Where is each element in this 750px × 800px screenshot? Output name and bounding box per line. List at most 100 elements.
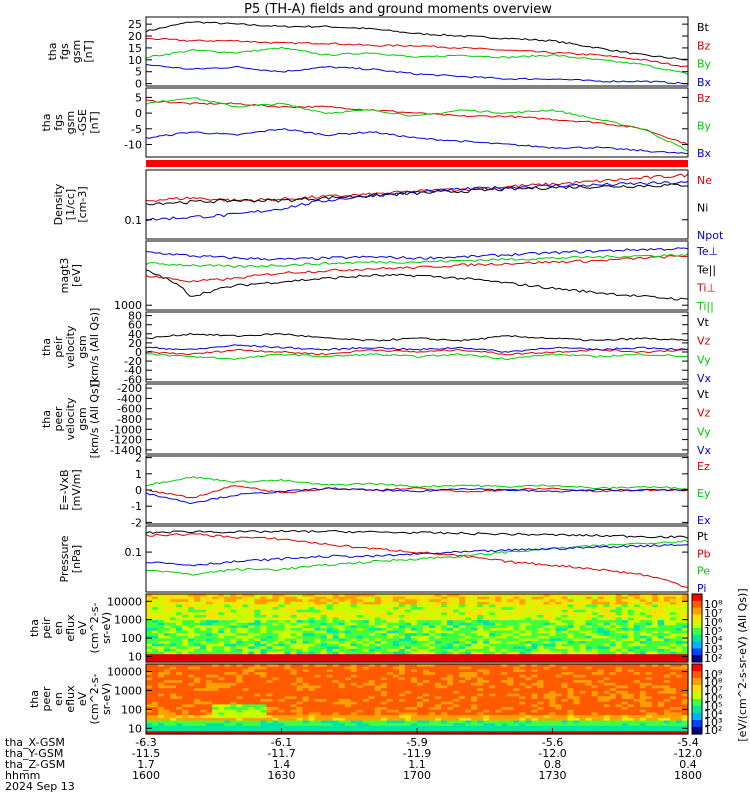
spectrogram-cell <box>356 674 364 679</box>
spectrogram-cell <box>531 648 539 653</box>
spectrogram-cell <box>182 620 189 624</box>
y-tick-label: -1200 <box>110 434 142 447</box>
spectrogram-cell <box>410 641 418 645</box>
spectrogram-cell <box>380 638 388 642</box>
spectrogram-cell <box>429 617 436 621</box>
spectrogram-cell <box>543 609 551 613</box>
spectrogram-cell <box>266 696 274 700</box>
spectrogram-cell <box>218 643 225 647</box>
spectrogram-cell <box>368 633 376 637</box>
spectrogram-cell <box>230 672 237 676</box>
spectrogram-cell <box>158 680 165 684</box>
spectrogram-cell <box>398 696 406 700</box>
spectrogram-cell <box>374 596 382 600</box>
spectrogram-cell <box>597 690 605 695</box>
spectrogram-cell <box>290 601 298 606</box>
colorbar-cell <box>692 624 702 627</box>
spectrogram-cell <box>218 664 225 668</box>
spectrogram-cell <box>266 620 274 624</box>
spectrogram-cell <box>356 609 364 613</box>
spectrogram-cell <box>182 635 189 640</box>
spectrogram-cell <box>645 696 653 700</box>
spectrogram-cell <box>176 635 183 640</box>
spectrogram-cell <box>471 654 478 658</box>
spectrogram-cell <box>561 672 569 676</box>
spectrogram-cell <box>374 685 382 689</box>
spectrogram-cell <box>429 690 436 695</box>
spectrogram-cell <box>555 648 563 653</box>
spectrogram-cell <box>621 696 629 700</box>
spectrogram-cell <box>230 709 237 714</box>
y-tick-label: 80 <box>128 310 142 323</box>
spectrogram-cell <box>320 659 328 663</box>
spectrogram-cell <box>146 672 153 676</box>
y-tick-label: 5 <box>135 91 142 104</box>
spectrogram-cell <box>513 707 520 711</box>
spectrogram-cell <box>573 654 581 658</box>
spectrogram-cell <box>350 680 358 684</box>
spectrogram-cell <box>495 609 502 613</box>
spectrogram-cell <box>657 654 665 658</box>
spectrogram-cell <box>272 607 280 611</box>
spectrogram-cell <box>543 664 551 668</box>
series-peir_velocity-Vt <box>145 332 689 342</box>
spectrogram-cell <box>645 712 653 716</box>
spectrogram-cell <box>513 617 520 621</box>
spectrogram-cell <box>374 659 382 663</box>
spectrogram-cell <box>621 723 629 727</box>
spectrogram-cell <box>236 709 243 714</box>
spectrogram-cell <box>188 696 195 700</box>
spectrogram-cell <box>621 617 629 621</box>
spectrogram-cell <box>410 654 418 658</box>
spectrogram-cell <box>525 664 533 668</box>
spectrogram-cell <box>356 651 364 655</box>
spectrogram-cell <box>266 720 274 724</box>
spectrogram-cell <box>669 656 677 660</box>
spectrogram-cell <box>567 594 575 598</box>
spectrogram-cell <box>675 704 683 708</box>
spectrogram-cell <box>212 622 219 626</box>
spectrogram-cell <box>290 688 298 692</box>
spectrogram-cell <box>435 731 442 735</box>
spectrogram-cell <box>657 609 665 613</box>
spectrogram-cell <box>591 704 599 708</box>
spectrogram-cell <box>254 704 262 708</box>
spectrogram-cell <box>266 699 274 703</box>
spectrogram-cell <box>170 656 177 660</box>
spectrogram-cell <box>200 717 207 722</box>
spectrogram-cell <box>465 704 472 708</box>
spectrogram-cell <box>537 594 545 598</box>
spectrogram-cell <box>392 669 400 673</box>
spectrogram-cell <box>675 617 683 621</box>
spectrogram-cell <box>555 669 563 673</box>
spectrogram-cell <box>663 628 671 632</box>
spectrogram-cell <box>314 664 322 668</box>
spectrogram-cell <box>332 609 340 613</box>
spectrogram-cell <box>338 728 346 732</box>
spectrogram-cell <box>567 601 575 606</box>
spectrogram-cell <box>164 712 171 716</box>
spectrogram-cell <box>465 625 472 629</box>
spectrogram-cell <box>194 731 201 735</box>
spectrogram-cell <box>651 596 659 600</box>
spectrogram-cell <box>483 594 490 598</box>
spectrogram-cell <box>230 601 237 606</box>
spectrogram-cell <box>176 625 183 629</box>
spectrogram-cell <box>471 690 478 695</box>
spectrogram-cell <box>633 638 641 642</box>
spectrogram-cell <box>302 699 310 703</box>
y-axis-label-line: velocity <box>64 325 77 368</box>
spectrogram-cell <box>429 693 436 697</box>
spectrogram-cell <box>441 709 448 714</box>
spectrogram-cell <box>435 677 442 681</box>
spectrogram-cell <box>284 643 292 647</box>
y-axis-label-line: [mV/m] <box>70 469 83 510</box>
spectrogram-cell <box>356 643 364 647</box>
spectrogram-cell <box>465 651 472 655</box>
spectrogram-cell <box>459 628 466 632</box>
spectrogram-cell <box>398 646 406 650</box>
colorbar-cell <box>692 655 702 658</box>
spectrogram-cell <box>429 599 436 603</box>
spectrogram-cell <box>290 643 298 647</box>
spectrogram-cell <box>332 638 340 642</box>
